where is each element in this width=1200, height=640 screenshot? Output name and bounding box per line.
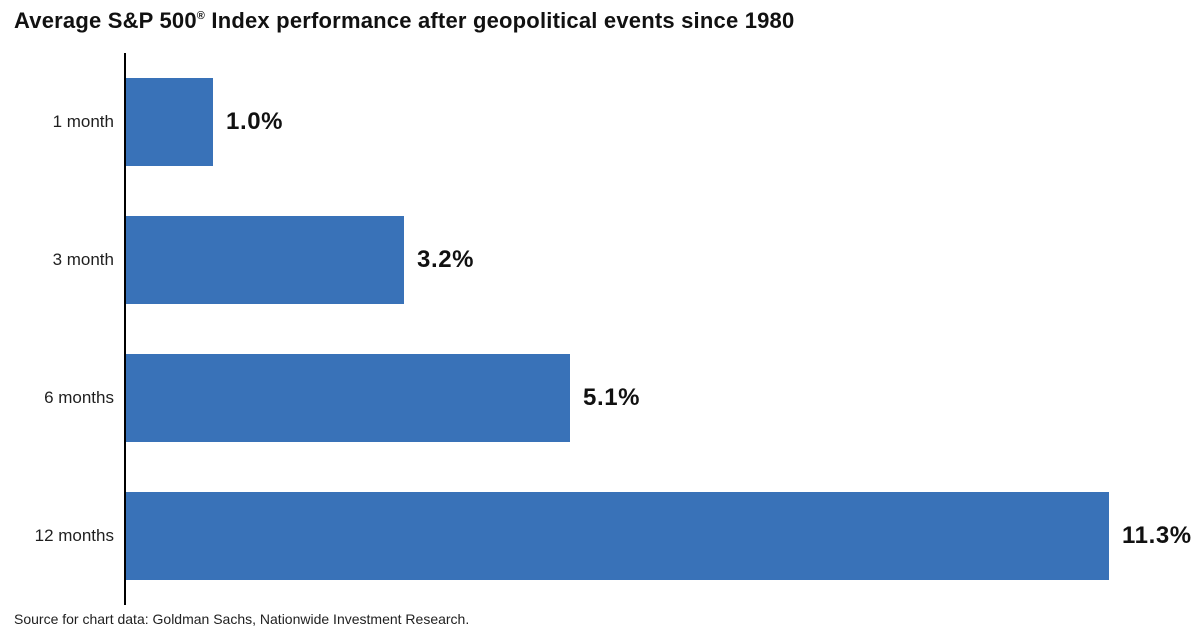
bar — [126, 216, 404, 304]
bar-category-label: 12 months — [34, 526, 114, 545]
chart-title: Average S&P 500® Index performance after… — [14, 7, 794, 39]
chart-title-prefix: Average S&P 500 — [14, 8, 197, 33]
bar-row: 3 month 3.2% — [0, 216, 1200, 304]
bar-value-label: 3.2% — [417, 246, 475, 273]
chart-title-suffix: Index performance after geopolitical eve… — [205, 8, 795, 33]
bar-category-label: 1 month — [52, 112, 114, 131]
bar-value-label: 1.0% — [226, 108, 284, 135]
bar-value-label: 5.1% — [583, 384, 641, 411]
bar — [126, 354, 570, 442]
bar-value-label: 11.3% — [1122, 522, 1192, 549]
source-note: Source for chart data: Goldman Sachs, Na… — [14, 611, 470, 627]
bar-row: 12 months 11.3% — [0, 492, 1200, 580]
bar — [126, 492, 1109, 580]
y-axis-line — [124, 53, 126, 605]
bar — [126, 78, 213, 166]
bar-category-label: 6 months — [44, 388, 114, 407]
bar-category-label: 3 month — [52, 250, 114, 269]
bar-row: 6 months 5.1% — [0, 354, 1200, 442]
bar-row: 1 month 1.0% — [0, 78, 1200, 166]
registered-trademark-symbol: ® — [196, 10, 206, 22]
